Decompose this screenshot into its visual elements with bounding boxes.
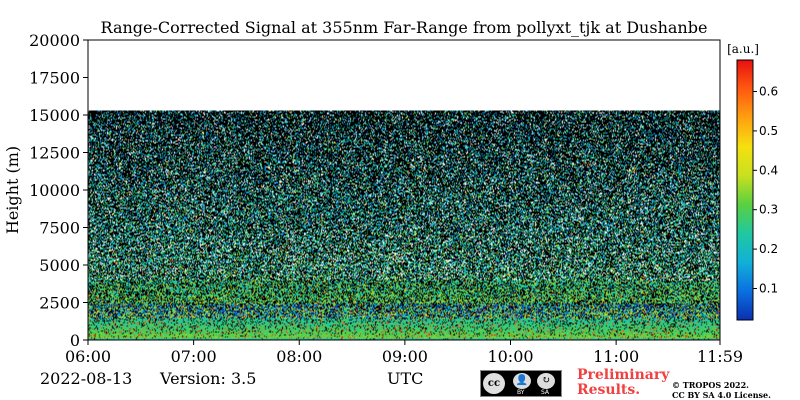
x-tick-label: 08:00 — [276, 347, 322, 366]
y-tick-label: 5000 — [39, 256, 80, 275]
y-tick-label: 2500 — [39, 294, 80, 313]
x-tick-label: 09:00 — [382, 347, 428, 366]
x-tick-label: 06:00 — [65, 347, 111, 366]
copyright-line-1: © TROPOS 2022. — [672, 380, 749, 390]
preliminary-results-note: Preliminary Results. — [577, 368, 669, 398]
copyright-line-2: CC BY SA 4.0 License. — [672, 390, 771, 400]
colorbar — [736, 59, 754, 321]
colorbar-tick-label: 0.4 — [759, 163, 778, 177]
cc-icon: cc — [483, 373, 505, 394]
y-tick-label: 12500 — [29, 144, 80, 163]
chart-title: Range-Corrected Signal at 355nm Far-Rang… — [101, 18, 708, 37]
x-tick-label: 11:00 — [593, 347, 639, 366]
y-tick-label: 7500 — [39, 219, 80, 238]
cc-license-icon: cc 👤 ↻ BY SA — [480, 370, 562, 397]
by-label: BY — [517, 389, 525, 396]
by-person-icon: 👤 — [513, 373, 531, 389]
date-label: 2022-08-13 — [40, 369, 133, 388]
sa-label: SA — [541, 389, 550, 396]
x-tick-label: 10:00 — [487, 347, 533, 366]
y-tick-label: 20000 — [29, 31, 80, 50]
colorbar-tick-label: 0.1 — [759, 281, 778, 295]
prelim-line-1: Preliminary — [577, 367, 670, 383]
colorbar-label: [a.u.] — [727, 42, 759, 56]
y-tick-label: 0 — [70, 331, 80, 350]
x-axis-label: UTC — [387, 369, 424, 388]
y-tick-label: 10000 — [29, 181, 80, 200]
y-tick-label: 15000 — [29, 106, 80, 125]
colorbar-tick-label: 0.2 — [759, 242, 778, 256]
prelim-line-2: Results. — [577, 382, 641, 398]
version-label: Version: 3.5 — [160, 369, 257, 388]
colorbar-tick-label: 0.6 — [759, 85, 778, 99]
copyright-note: © TROPOS 2022. CC BY SA 4.0 License. — [672, 380, 771, 400]
colorbar-tick-label: 0.5 — [759, 124, 778, 138]
y-axis-label: Height (m) — [3, 146, 22, 234]
share-alike-icon: ↻ — [537, 373, 555, 389]
colorbar-tick-label: 0.3 — [759, 203, 778, 217]
x-tick-label: 07:00 — [171, 347, 217, 366]
y-tick-label: 17500 — [29, 69, 80, 88]
x-tick-label: 11:59 — [697, 347, 743, 366]
signal-heatmap — [88, 110, 720, 341]
